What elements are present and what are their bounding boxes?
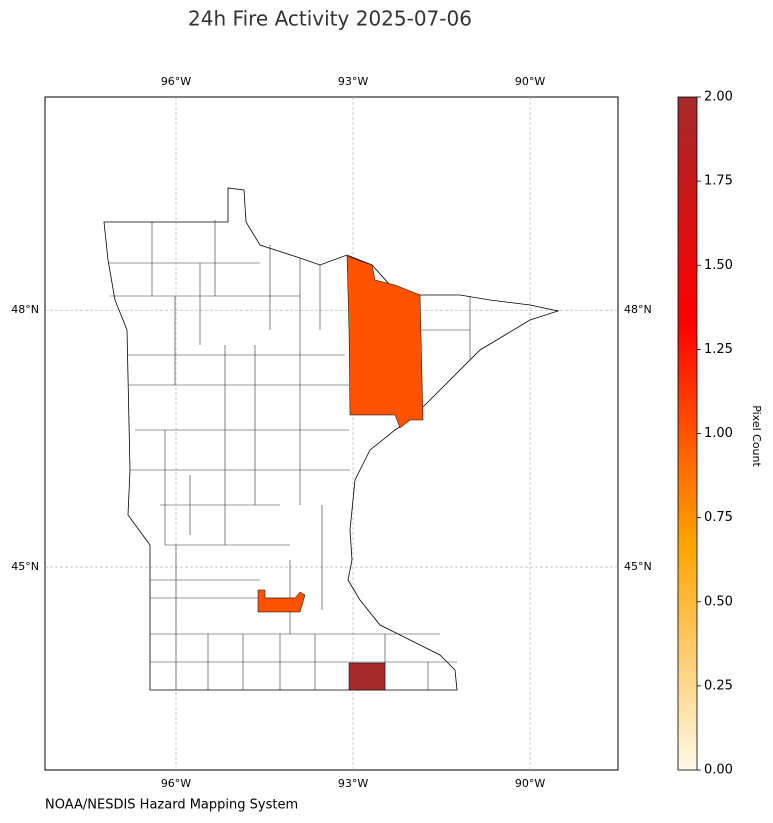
lat-label: 45°N	[624, 560, 652, 573]
map-title: 24h Fire Activity 2025-07-06	[188, 7, 472, 31]
colorbar-tick-label: 1.00	[704, 426, 733, 441]
lon-label: 93°W	[338, 777, 368, 790]
colorbar-tick-label: 1.50	[704, 258, 733, 273]
fire-area	[346, 255, 424, 429]
colorbar-tick-label: 0.50	[704, 594, 733, 609]
colorbar-tick-label: 0.25	[704, 678, 733, 693]
colorbar-tick-label: 1.25	[704, 342, 733, 357]
lon-label: 90°W	[515, 75, 545, 88]
colorbar-ticks: 0.00 0.25 0.50 0.75 1.00 1.25 1.50 1.75 2.00	[697, 90, 733, 778]
lat-label: 45°N	[11, 560, 39, 573]
county-lines	[108, 220, 471, 690]
fire-area	[257, 589, 306, 613]
colorbar-label: Pixel Count	[750, 405, 763, 467]
colorbar	[677, 96, 698, 771]
colorbar-tick-label: 0.00	[704, 763, 733, 778]
lat-label: 48°N	[624, 303, 652, 316]
lon-label: 90°W	[515, 777, 545, 790]
lon-label: 96°W	[161, 777, 191, 790]
map-frame	[44, 96, 619, 771]
colorbar-tick-label: 0.75	[704, 510, 733, 525]
source-note: NOAA/NESDIS Hazard Mapping System	[45, 798, 298, 813]
lon-label: 93°W	[338, 75, 368, 88]
colorbar-tick-label: 2.00	[704, 90, 733, 105]
lon-label: 96°W	[161, 75, 191, 88]
axis-labels: 96°W 96°W 93°W 93°W 90°W 90°W 48°N 48°N 45°N 45°N	[11, 75, 651, 790]
fire-area	[348, 662, 386, 691]
colorbar-tick-label: 1.75	[704, 174, 733, 189]
lat-label: 48°N	[11, 303, 39, 316]
